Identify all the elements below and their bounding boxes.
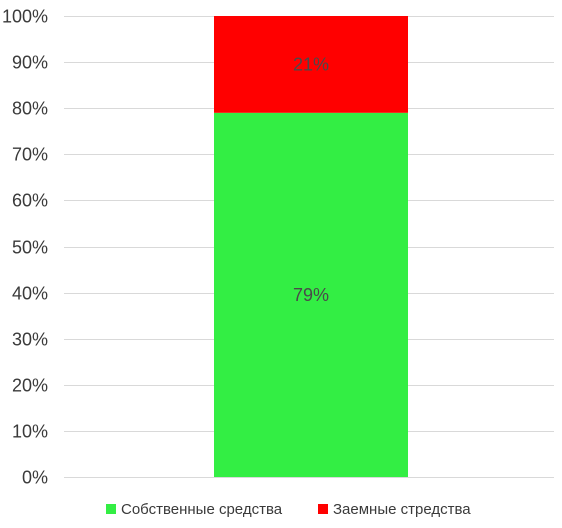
legend-swatch: [106, 504, 116, 514]
y-tick-label: 10%: [12, 422, 48, 442]
legend-label: Собственные средства: [121, 501, 283, 518]
y-tick-label: 0%: [22, 468, 48, 488]
y-tick-label: 30%: [12, 330, 48, 350]
y-tick-label: 70%: [12, 145, 48, 165]
legend-swatch: [318, 504, 328, 514]
y-tick-label: 90%: [12, 53, 48, 73]
y-tick-label: 20%: [12, 376, 48, 396]
data-label: 21%: [293, 54, 329, 74]
bars: [214, 16, 408, 477]
y-tick-label: 100%: [2, 7, 48, 27]
bar-segment-own-funds: [214, 112, 408, 477]
legend: Собственные средства Заемные стредства: [106, 501, 471, 518]
y-tick-label: 50%: [12, 238, 48, 258]
data-labels: 79% 21%: [293, 54, 329, 305]
legend-label: Заемные стредства: [333, 501, 471, 518]
data-label: 79%: [293, 285, 329, 305]
y-tick-label: 40%: [12, 284, 48, 304]
y-tick-label: 80%: [12, 99, 48, 119]
y-axis-tick-labels: 0% 10% 20% 30% 40% 50% 60% 70% 80% 90% 100%: [2, 7, 48, 488]
bar-segment-borrowed-funds: [214, 16, 408, 113]
y-tick-label: 60%: [12, 191, 48, 211]
